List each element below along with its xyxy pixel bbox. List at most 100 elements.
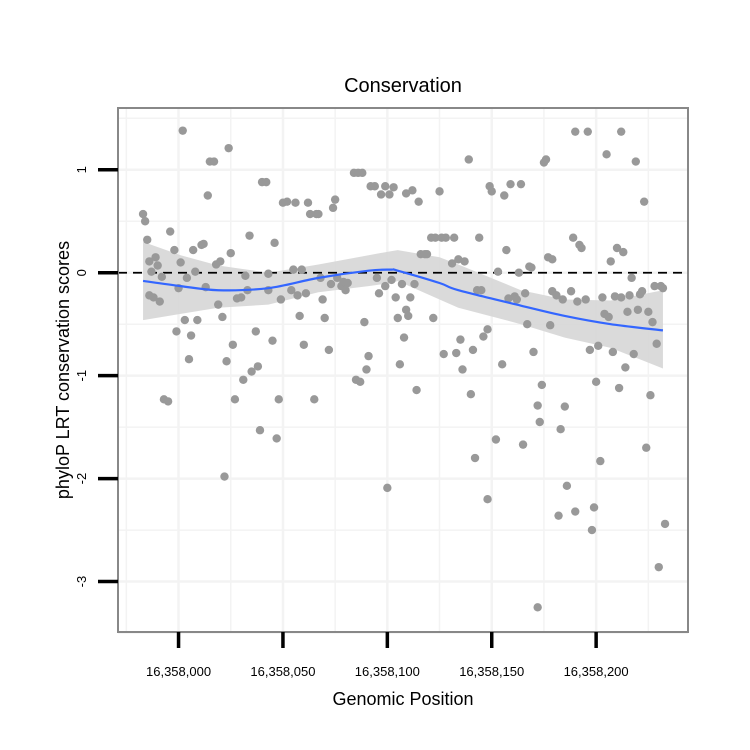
data-point xyxy=(362,365,371,374)
data-point xyxy=(627,273,636,283)
data-point xyxy=(324,345,334,355)
data-point xyxy=(376,190,386,199)
data-point xyxy=(658,283,668,293)
data-point xyxy=(272,434,281,443)
data-point xyxy=(370,182,380,191)
data-point xyxy=(644,307,653,317)
data-point xyxy=(568,233,578,242)
data-point xyxy=(328,203,338,213)
data-point xyxy=(358,168,367,178)
data-point xyxy=(153,261,162,270)
data-point xyxy=(343,278,352,288)
data-point xyxy=(209,157,219,166)
data-point xyxy=(182,273,192,283)
data-point xyxy=(355,377,365,387)
data-point xyxy=(447,259,457,268)
data-point xyxy=(439,349,448,359)
data-point xyxy=(270,238,279,248)
data-point xyxy=(147,267,156,276)
data-point xyxy=(255,426,265,435)
data-point xyxy=(571,507,580,516)
data-point xyxy=(410,279,419,289)
data-point xyxy=(241,271,250,281)
data-point xyxy=(441,233,451,242)
data-point xyxy=(391,293,400,302)
data-point xyxy=(140,217,150,226)
data-point xyxy=(497,360,507,369)
data-point xyxy=(282,197,292,206)
data-point xyxy=(226,248,235,258)
points-group xyxy=(138,126,670,612)
data-point xyxy=(401,189,411,198)
data-point xyxy=(487,187,496,196)
data-point xyxy=(581,295,590,304)
data-point xyxy=(552,291,561,300)
data-point xyxy=(483,325,492,334)
y-tick-label: -3 xyxy=(74,576,89,588)
data-point xyxy=(193,315,202,325)
y-tick-label: -2 xyxy=(74,473,89,485)
data-point xyxy=(608,347,618,357)
data-point xyxy=(646,391,655,400)
data-point xyxy=(639,197,649,206)
x-axis: 16,358,000 16,358,050 16,358,100 16,358,150… xyxy=(146,632,629,679)
data-point xyxy=(621,363,630,372)
data-point xyxy=(297,265,306,274)
data-point xyxy=(186,331,196,340)
data-point xyxy=(236,293,246,302)
data-point xyxy=(220,472,229,481)
data-point xyxy=(466,389,476,399)
data-point xyxy=(264,269,273,278)
chart-title: Conservation xyxy=(344,75,462,97)
data-point xyxy=(199,239,208,249)
data-point xyxy=(191,267,200,276)
data-point xyxy=(360,317,369,327)
data-point xyxy=(520,289,530,298)
data-point xyxy=(251,327,261,336)
data-point xyxy=(616,293,626,302)
data-point xyxy=(299,340,309,349)
data-point xyxy=(253,362,263,371)
y-axis-label: phyloP LRT conservation scores xyxy=(53,241,73,499)
data-point xyxy=(468,345,478,355)
smooth-line-group xyxy=(142,268,664,332)
data-point xyxy=(389,183,398,192)
data-point xyxy=(545,321,555,330)
data-point xyxy=(548,255,557,264)
data-point xyxy=(633,305,643,314)
data-point xyxy=(491,435,501,444)
x-tick-label: 16,358,050 xyxy=(250,664,315,679)
data-point xyxy=(616,127,626,136)
data-point xyxy=(475,233,484,242)
data-point xyxy=(262,177,271,187)
data-point xyxy=(458,365,467,374)
data-point xyxy=(287,286,296,295)
data-point xyxy=(610,292,620,301)
data-point xyxy=(500,191,509,200)
y-tick-label: 0 xyxy=(74,269,89,276)
data-point xyxy=(178,126,187,135)
data-point xyxy=(435,187,444,196)
data-point xyxy=(631,157,641,166)
data-point xyxy=(502,245,511,255)
data-point xyxy=(591,377,601,387)
data-point xyxy=(330,195,340,204)
data-point xyxy=(188,245,198,255)
data-point xyxy=(230,395,240,404)
data-point xyxy=(514,268,524,277)
data-point xyxy=(157,272,167,282)
data-point xyxy=(637,287,647,296)
data-point xyxy=(431,233,440,242)
data-point xyxy=(268,336,277,345)
data-point xyxy=(301,289,311,298)
data-point xyxy=(470,453,480,463)
data-point xyxy=(650,281,659,291)
data-point xyxy=(138,209,148,219)
data-point xyxy=(408,186,417,195)
data-point xyxy=(374,289,384,298)
data-point xyxy=(143,235,152,244)
data-point xyxy=(558,295,567,304)
data-point xyxy=(404,311,413,321)
data-point xyxy=(276,295,286,304)
